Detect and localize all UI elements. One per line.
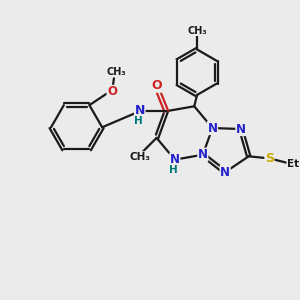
Text: N: N (135, 104, 145, 117)
Text: CH₃: CH₃ (106, 67, 126, 77)
Text: N: N (220, 166, 230, 179)
Text: H: H (169, 165, 177, 175)
Text: S: S (265, 152, 274, 165)
Text: Et: Et (287, 159, 299, 169)
Text: CH₃: CH₃ (187, 26, 207, 35)
Text: H: H (134, 116, 143, 126)
Text: N: N (208, 122, 218, 134)
Text: O: O (107, 85, 117, 98)
Text: N: N (170, 153, 180, 166)
Text: N: N (236, 122, 246, 136)
Text: O: O (152, 79, 162, 92)
Text: CH₃: CH₃ (129, 152, 150, 162)
Text: N: N (198, 148, 208, 161)
